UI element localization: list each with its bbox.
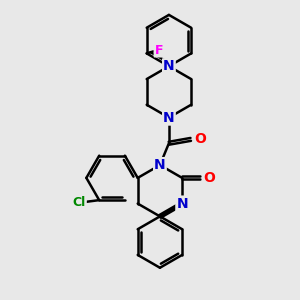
- Text: N: N: [154, 158, 166, 172]
- Text: N: N: [163, 111, 175, 124]
- Text: F: F: [154, 44, 163, 56]
- Text: O: O: [203, 171, 215, 185]
- Text: Cl: Cl: [73, 196, 86, 209]
- Text: O: O: [194, 132, 206, 146]
- Text: N: N: [163, 59, 175, 73]
- Text: N: N: [176, 196, 188, 211]
